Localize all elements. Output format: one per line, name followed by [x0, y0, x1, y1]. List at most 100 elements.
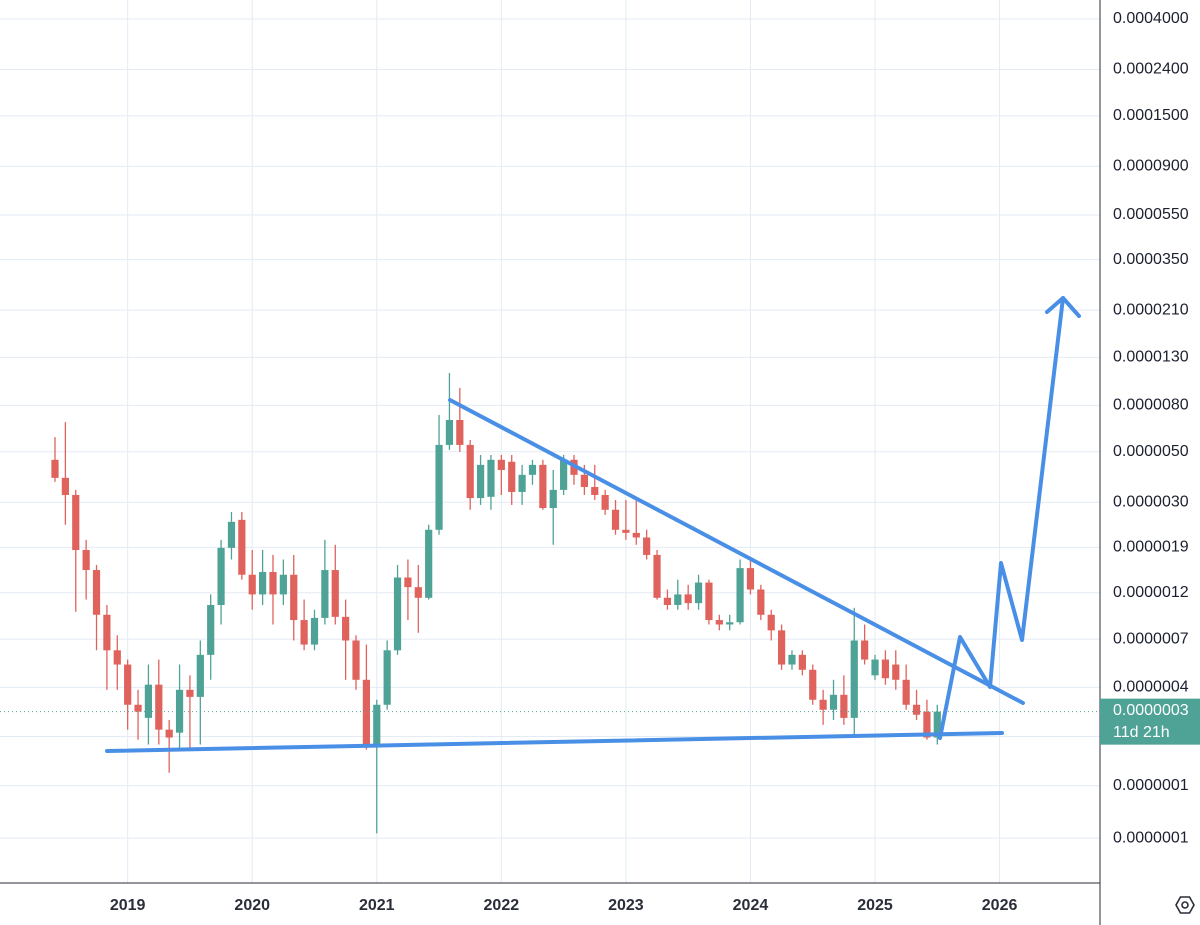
- x-tick-label: 2020: [234, 897, 270, 914]
- x-tick-label: 2023: [608, 897, 644, 914]
- candle-body: [393, 577, 402, 651]
- candle-body: [798, 654, 806, 670]
- candle-body: [300, 620, 308, 645]
- y-tick-label: 0.0002400: [1113, 61, 1189, 78]
- x-tick-label: 2022: [484, 897, 520, 914]
- candle-body: [466, 444, 474, 499]
- candle-body: [757, 589, 765, 615]
- y-tick-label: 0.0000007: [1113, 630, 1189, 647]
- candle-body: [705, 582, 713, 621]
- y-tick-label: 0.0000012: [1113, 584, 1189, 601]
- candle-body: [518, 474, 526, 492]
- candle-body: [809, 669, 817, 700]
- candle-body: [736, 568, 744, 623]
- countdown-label: 11d 21h: [1113, 724, 1170, 741]
- candle-body: [113, 650, 121, 665]
- candle-body: [92, 570, 101, 615]
- x-tick-label: 2021: [359, 897, 395, 914]
- candle-body: [892, 664, 900, 680]
- candle-body: [912, 704, 921, 715]
- candle-body: [227, 521, 236, 548]
- candle-body: [331, 570, 339, 617]
- last-price-tag: [1100, 698, 1200, 745]
- x-tick-label: 2019: [110, 897, 146, 914]
- y-tick-label: 0.0000130: [1113, 349, 1189, 366]
- candle-body: [238, 519, 246, 575]
- candle-body: [61, 477, 69, 495]
- candle-body: [653, 554, 661, 598]
- settings-icon-center[interactable]: [1181, 901, 1189, 909]
- resistance-trendline: [448, 398, 1025, 705]
- candle-body: [124, 664, 132, 705]
- grid: [0, 0, 1100, 883]
- candle-body: [248, 574, 256, 595]
- candle-body: [674, 594, 682, 605]
- candle-body: [165, 729, 173, 738]
- settings-icon[interactable]: [1175, 896, 1195, 914]
- support-trendline: [105, 731, 1004, 753]
- candle-body: [103, 614, 111, 651]
- candle-body: [871, 659, 879, 676]
- projection-arrowhead: [1045, 296, 1081, 318]
- candle-body: [373, 704, 381, 745]
- candle-body: [684, 594, 692, 604]
- y-tick-label: 0.0000350: [1113, 251, 1189, 268]
- candle-body: [310, 617, 319, 645]
- candle-body: [850, 640, 858, 718]
- candle-body: [82, 549, 90, 571]
- candle-body: [155, 684, 163, 730]
- y-tick-label: 0.0004000: [1113, 10, 1189, 27]
- candle-body: [861, 640, 869, 660]
- candle-body: [819, 699, 827, 710]
- candle-body: [840, 694, 848, 718]
- candle-body: [591, 487, 599, 495]
- candle-body: [632, 532, 640, 538]
- candle-body: [186, 689, 194, 697]
- candle-body: [746, 568, 755, 590]
- candle-body: [404, 577, 412, 588]
- candle-body: [456, 419, 464, 445]
- candle-body: [196, 654, 204, 697]
- candle-body: [788, 654, 796, 665]
- x-tick-label: 2025: [857, 897, 893, 914]
- candle-body: [643, 537, 651, 555]
- candle-body: [342, 616, 350, 641]
- candle-body: [694, 582, 703, 604]
- candle-body: [829, 694, 838, 710]
- candle-body: [134, 704, 142, 712]
- y-tick-label: 0.0000001: [1113, 777, 1189, 794]
- y-tick-label: 0.0000210: [1113, 301, 1189, 318]
- candle-body: [476, 464, 485, 499]
- candle-body: [902, 679, 910, 705]
- candles: [0, 373, 1100, 834]
- y-tick-label: 0.0000001: [1113, 829, 1189, 846]
- y-tick-label: 0.0000050: [1113, 443, 1189, 460]
- candle-body: [778, 630, 786, 665]
- candle-body: [269, 572, 277, 595]
- candle-body: [175, 689, 184, 733]
- candle-body: [383, 650, 391, 705]
- candle-body: [352, 640, 360, 680]
- x-tick-label: 2026: [982, 897, 1018, 914]
- y-tick-label: 0.0000019: [1113, 539, 1189, 556]
- drawings: [105, 296, 1081, 753]
- candle-body: [663, 597, 672, 605]
- candle-body: [279, 574, 287, 595]
- candle-body: [72, 494, 80, 550]
- projection-path: [938, 296, 1065, 740]
- y-tick-label: 0.0001500: [1113, 107, 1189, 124]
- candle-body: [715, 620, 723, 625]
- candle-body: [560, 459, 568, 490]
- settings-button[interactable]: [1175, 896, 1195, 914]
- y-tick-label: 0.0000030: [1113, 493, 1189, 510]
- candle-body: [414, 587, 422, 598]
- candle-body: [445, 419, 454, 445]
- y-tick-label: 0.0000080: [1113, 397, 1189, 414]
- candle-body: [487, 459, 495, 497]
- y-tick-label: 0.0000550: [1113, 206, 1189, 223]
- candle-body: [497, 459, 505, 470]
- candle-body: [508, 461, 516, 492]
- candle-body: [923, 711, 931, 738]
